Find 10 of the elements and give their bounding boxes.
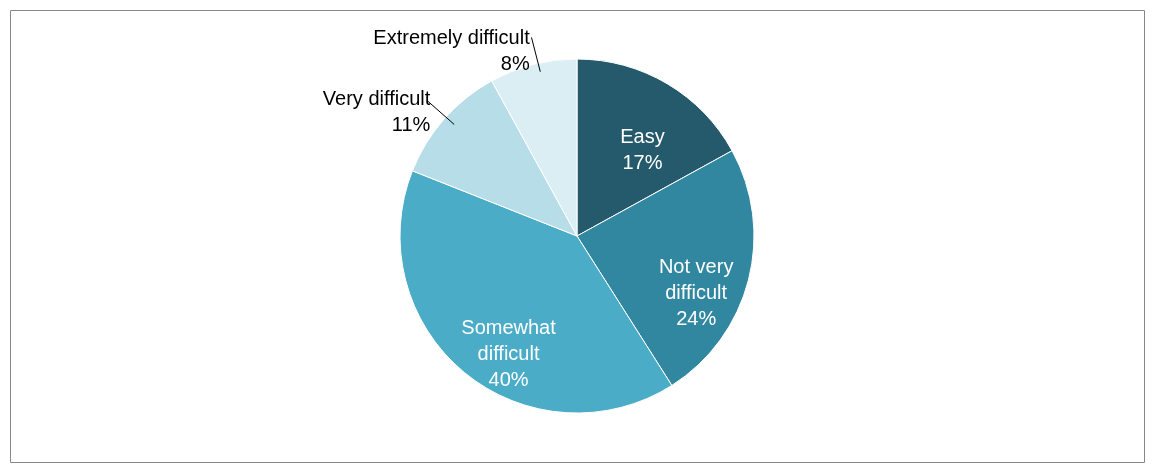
data-label: 8%: [500, 51, 530, 74]
slice-label: Extremely difficult: [373, 25, 531, 48]
data-label: 11%: [391, 112, 431, 135]
data-label: 40%: [488, 368, 529, 391]
slice-label: Not very difficult: [658, 255, 734, 304]
data-label: 24%: [676, 307, 717, 330]
slice-label: Very difficult: [322, 86, 431, 109]
slice-label: Somewhat difficult: [461, 316, 557, 365]
data-label: 17%: [622, 151, 663, 174]
slice-label: Easy: [620, 125, 665, 148]
